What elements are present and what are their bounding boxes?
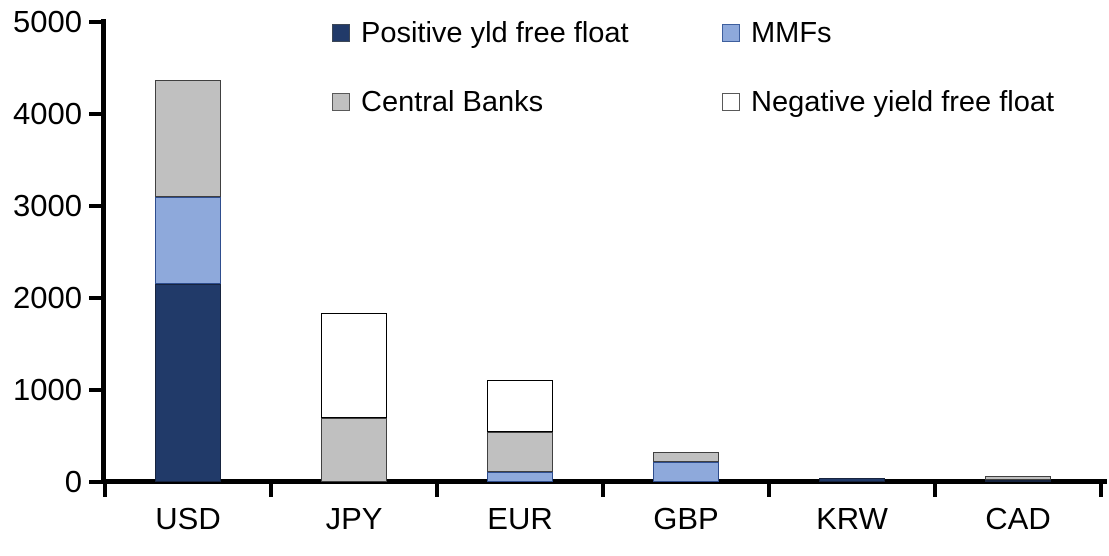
x-axis-category-label: JPY (325, 501, 383, 536)
y-axis-tick (89, 296, 102, 300)
bar-segment-gbp-mmfs (653, 461, 719, 482)
y-axis-tick (89, 112, 102, 116)
legend-swatch-positive-yld-free-float-icon (332, 24, 350, 42)
legend-item-mmfs: MMFs (722, 15, 832, 51)
x-axis-tick (1099, 484, 1103, 497)
y-axis-tick-label: 2000 (13, 280, 82, 315)
y-axis-line (101, 19, 106, 484)
legend-swatch-mmfs-icon (722, 24, 740, 42)
y-axis-tick-label: 5000 (13, 4, 82, 39)
legend-swatch-central-banks-icon (332, 93, 350, 111)
legend-label: Positive yld free float (361, 17, 629, 49)
legend-label: Central Banks (361, 86, 544, 118)
y-axis-tick (89, 388, 102, 392)
x-axis-category-label: EUR (487, 501, 553, 536)
x-axis-tick (933, 484, 937, 497)
bar-segment-cad-positive-yld-free-float (985, 479, 1051, 482)
x-axis-tick (269, 484, 273, 497)
x-axis-category-label: USD (155, 501, 221, 536)
bar-segment-krw-positive-yld-free-float (819, 478, 885, 482)
bar-segment-eur-negative-yield-free-float (487, 379, 553, 433)
bar-segment-eur-mmfs (487, 471, 553, 482)
bar-segment-jpy-central-banks (321, 417, 387, 482)
legend-label: MMFs (751, 17, 832, 49)
legend-swatch-negative-yield-free-float-icon (722, 93, 740, 111)
y-axis-tick (89, 480, 102, 484)
y-axis-tick-label: 1000 (13, 372, 82, 407)
bar-segment-usd-central-banks (155, 79, 221, 197)
legend-item-central-banks: Central Banks (332, 84, 543, 120)
y-axis-tick-label: 4000 (13, 96, 82, 131)
y-axis-tick (89, 20, 102, 24)
x-axis-tick (435, 484, 439, 497)
x-axis-line (101, 479, 1107, 484)
x-axis-category-label: CAD (985, 501, 1051, 536)
y-axis-tick (89, 204, 102, 208)
legend-item-negative-yield-free-float: Negative yield free float (722, 84, 1054, 120)
x-axis-category-label: KRW (816, 501, 888, 536)
bar-segment-jpy-negative-yield-free-float (321, 312, 387, 418)
bar-segment-usd-positive-yld-free-float (155, 284, 221, 482)
x-axis-tick (767, 484, 771, 497)
legend-item-positive-yld-free-float: Positive yld free float (332, 15, 629, 51)
legend-label: Negative yield free float (751, 86, 1055, 118)
x-axis-tick (601, 484, 605, 497)
bar-segment-cad-central-banks (985, 476, 1051, 480)
bar-segment-eur-central-banks (487, 432, 553, 472)
bar-segment-usd-mmfs (155, 196, 221, 285)
x-axis-tick (103, 484, 107, 497)
y-axis-tick-label: 0 (64, 464, 82, 499)
x-axis-category-label: GBP (653, 501, 719, 536)
bar-segment-gbp-central-banks (653, 451, 719, 462)
y-axis-tick-label: 3000 (13, 188, 82, 223)
